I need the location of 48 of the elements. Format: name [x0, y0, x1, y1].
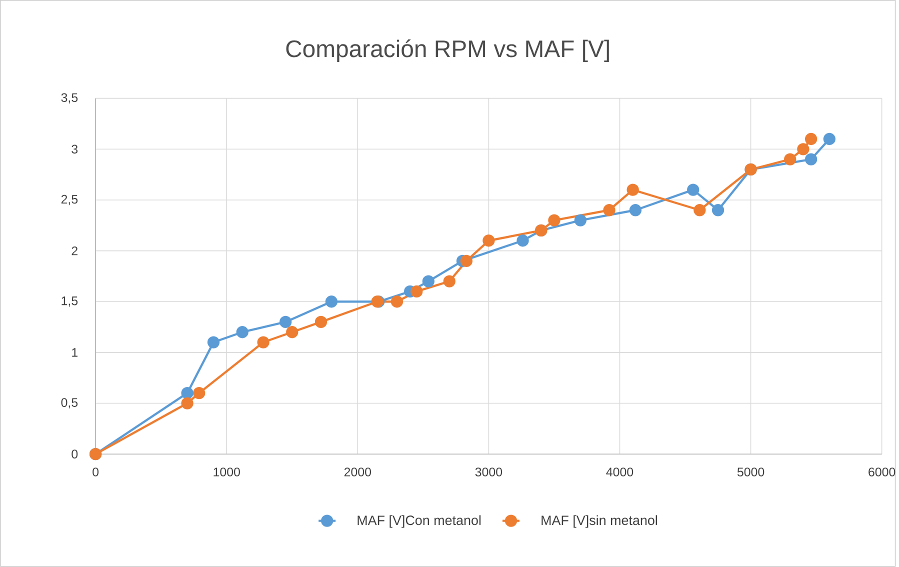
point — [804, 153, 818, 166]
chart-title: Comparación RPM vs MAF [V] — [286, 40, 609, 62]
point — [181, 387, 194, 400]
point — [207, 336, 220, 348]
point — [422, 275, 434, 288]
point — [694, 204, 706, 216]
point — [257, 336, 270, 348]
point — [443, 275, 456, 288]
point — [823, 133, 836, 146]
point — [286, 326, 298, 338]
x-tick-label: 4000 — [606, 468, 634, 476]
y-tick-label: 0 — [72, 450, 78, 459]
point — [325, 296, 338, 308]
legend-label: MAF [V]Con metanol — [358, 515, 481, 528]
point — [390, 296, 404, 308]
point — [516, 234, 529, 247]
point — [410, 285, 423, 298]
x-tick-label: 0 — [92, 468, 99, 476]
x-tick-label: 2000 — [344, 468, 372, 476]
point — [626, 184, 639, 196]
point — [193, 387, 206, 400]
point — [603, 204, 616, 216]
x-tick-label: 5000 — [737, 468, 764, 476]
y-tick-label: 1 — [72, 348, 78, 357]
y-tick-label: 2,5 — [61, 194, 78, 206]
point — [181, 397, 194, 410]
y-tick-label: 2 — [72, 246, 78, 256]
x-tick-label: 6000 — [868, 468, 896, 476]
point — [784, 153, 796, 166]
point — [280, 316, 292, 328]
y-tick-label: 1,5 — [62, 296, 78, 307]
point — [574, 214, 587, 226]
point — [548, 214, 560, 226]
point — [236, 326, 248, 338]
point — [460, 254, 472, 268]
x-tick-label: 3000 — [475, 468, 502, 476]
point — [804, 133, 818, 146]
point — [797, 143, 810, 156]
x-tick-label: 1000 — [214, 468, 240, 476]
y-tick-label: 0,5 — [61, 398, 78, 409]
point — [629, 204, 642, 216]
point — [314, 316, 328, 328]
point — [687, 184, 700, 196]
point — [712, 204, 724, 216]
y-tick-label: 3,5 — [61, 93, 78, 104]
point — [482, 234, 495, 247]
y-tick-label: 3 — [72, 144, 78, 154]
legend-label: MAF [V]sin metanol — [542, 515, 658, 528]
